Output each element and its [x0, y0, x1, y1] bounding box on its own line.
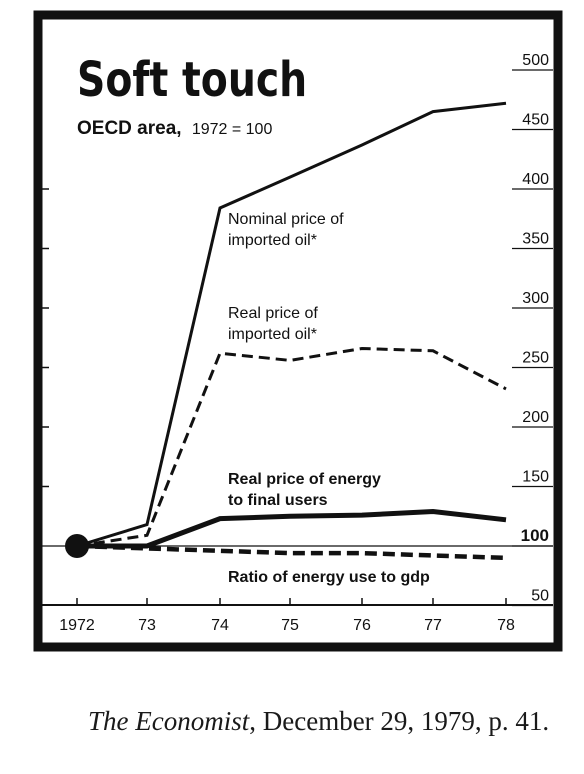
- source-publication: The Economist: [88, 706, 250, 736]
- x-tick-label-73: 73: [138, 617, 156, 634]
- y-tick-label-100: 100: [521, 526, 549, 545]
- series-label-3-line-2: to final users: [228, 492, 328, 509]
- x-tick-labels: 1972 73 74 75 76 77 78: [59, 617, 515, 634]
- series-lines: [76, 101, 507, 561]
- series-label-3: Real price of energy to final users: [228, 471, 381, 509]
- series-label-4-line-1: Ratio of energy use to gdp: [228, 569, 430, 586]
- series-line-3: [77, 508, 507, 549]
- x-tick-label-1972: 1972: [59, 617, 95, 634]
- y-tick-label-200: 200: [522, 409, 549, 426]
- chart-subtitle: OECD area, 1972 = 100: [77, 118, 272, 139]
- series-line-2: [76, 346, 507, 548]
- chart-title: Soft touch: [77, 52, 307, 108]
- source-caption: The Economist, December 29, 1979, p. 41.: [88, 706, 568, 737]
- x-tick-label-77: 77: [424, 617, 442, 634]
- y-tick-label-250: 250: [522, 350, 549, 367]
- x-tick-marks: [76, 598, 507, 605]
- y-tick-label-150: 150: [522, 469, 549, 486]
- series-label-3-line-1: Real price of energy: [228, 471, 381, 488]
- x-tick-label-78: 78: [497, 617, 515, 634]
- subtitle-index: 1972 = 100: [192, 121, 273, 138]
- series-label-1-line-1: Nominal price of: [228, 211, 344, 228]
- series-label-2: Real price of imported oil*: [228, 305, 318, 343]
- y-tick-label-500: 500: [522, 52, 549, 69]
- series-line-1: [76, 101, 507, 548]
- origin-dot: [65, 534, 89, 558]
- x-tick-label-74: 74: [211, 617, 229, 634]
- source-details: , December 29, 1979, p. 41.: [249, 706, 550, 736]
- x-tick-label-75: 75: [281, 617, 299, 634]
- y-tick-labels: 500 450 400 350 300 250 200 150 100 50: [521, 52, 549, 605]
- series-label-2-line-2: imported oil*: [228, 326, 317, 343]
- series-label-1-line-2: imported oil*: [228, 232, 317, 249]
- series-label-1: Nominal price of imported oil*: [228, 211, 344, 249]
- y-tick-label-50: 50: [531, 588, 549, 605]
- y-tick-label-450: 450: [522, 112, 549, 129]
- x-tick-label-76: 76: [353, 617, 371, 634]
- series-labels: Nominal price of imported oil*Real price …: [228, 211, 430, 586]
- subtitle-area: OECD area,: [77, 118, 182, 139]
- series-label-2-line-1: Real price of: [228, 305, 318, 322]
- y-tick-label-300: 300: [522, 290, 549, 307]
- series-label-4: Ratio of energy use to gdp: [228, 569, 430, 586]
- chart-frame: [33, 10, 563, 652]
- y-tick-label-350: 350: [522, 231, 549, 248]
- y-tick-label-400: 400: [522, 171, 549, 188]
- y-tick-lines: [41, 69, 553, 607]
